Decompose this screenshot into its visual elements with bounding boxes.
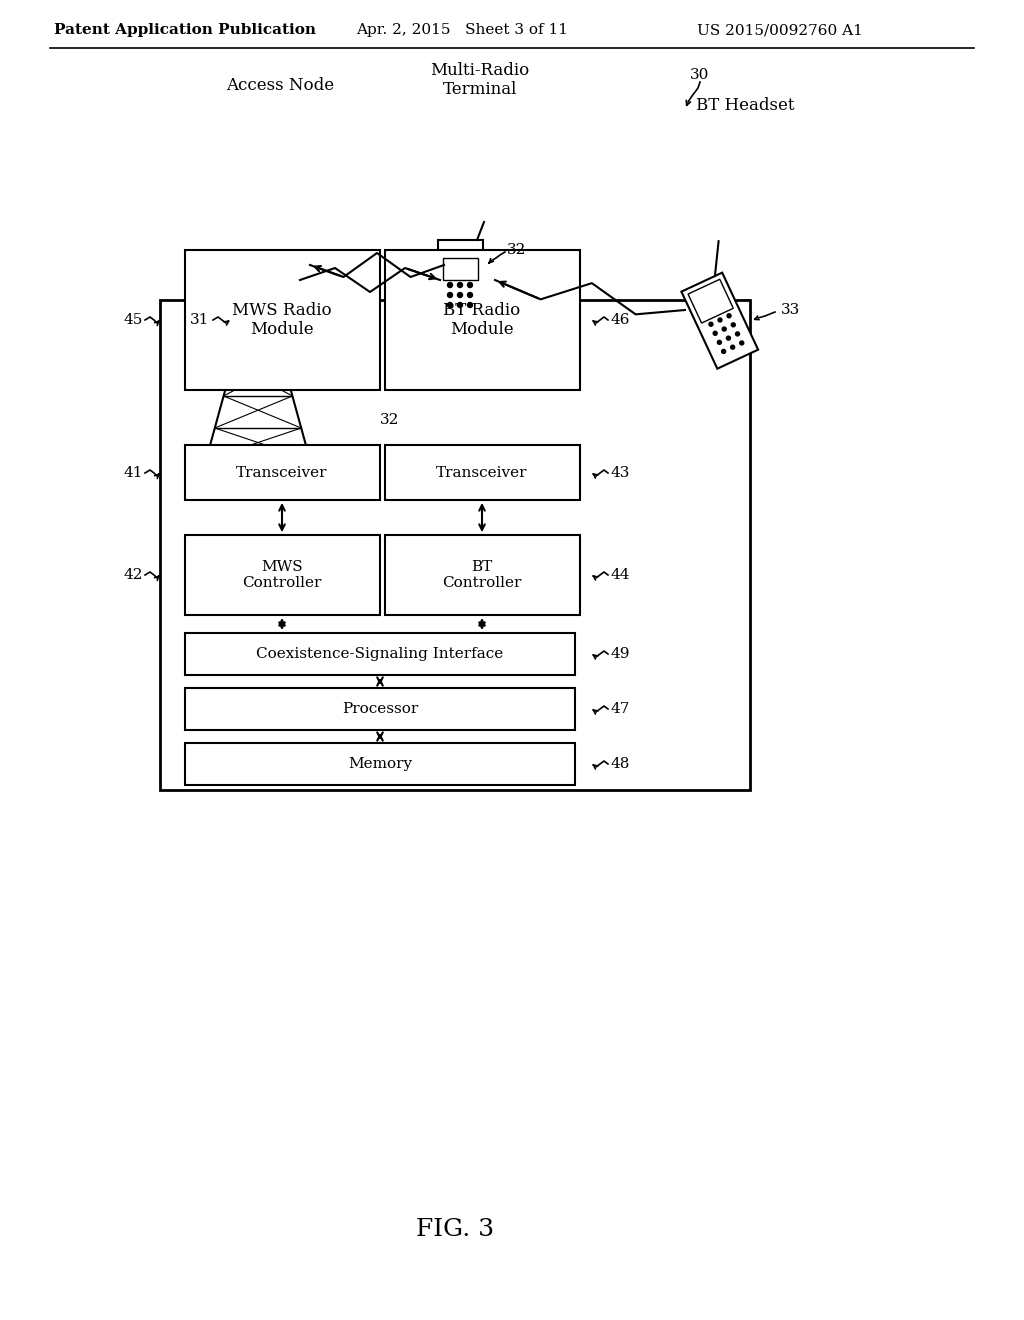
Bar	[185, 743, 575, 785]
Circle shape	[713, 331, 717, 335]
Circle shape	[718, 318, 722, 322]
Text: FIG. 3: FIG. 3	[416, 1218, 494, 1242]
Text: 41: 41	[123, 466, 142, 480]
Text: US 2015/0092760 A1: US 2015/0092760 A1	[697, 22, 863, 37]
Text: 31: 31	[190, 313, 210, 327]
Text: BT Radio
Module: BT Radio Module	[443, 302, 520, 338]
Text: MWS
Controller: MWS Controller	[243, 560, 322, 590]
Circle shape	[447, 302, 453, 308]
Circle shape	[722, 350, 726, 354]
Circle shape	[458, 302, 463, 308]
Polygon shape	[688, 280, 733, 323]
Text: 43: 43	[610, 466, 630, 480]
Text: 45: 45	[123, 313, 142, 327]
Circle shape	[447, 293, 453, 297]
Text: Multi-Radio
Terminal: Multi-Radio Terminal	[430, 62, 529, 98]
Text: Patent Application Publication: Patent Application Publication	[54, 22, 316, 37]
Text: Transceiver: Transceiver	[237, 466, 328, 480]
Text: 33: 33	[780, 304, 800, 317]
Circle shape	[468, 293, 472, 297]
Circle shape	[458, 282, 463, 288]
Text: 44: 44	[610, 568, 630, 582]
Text: 46: 46	[610, 313, 630, 327]
Circle shape	[722, 327, 726, 331]
Bar	[185, 688, 575, 730]
Text: BT
Controller: BT Controller	[442, 560, 521, 590]
Circle shape	[739, 341, 743, 345]
Circle shape	[709, 322, 713, 326]
Circle shape	[731, 346, 734, 350]
Bar	[185, 249, 380, 389]
Bar	[385, 445, 580, 500]
Text: 42: 42	[123, 568, 142, 582]
Text: BT Headset: BT Headset	[695, 96, 795, 114]
Bar	[185, 634, 575, 675]
Circle shape	[458, 293, 463, 297]
Bar	[160, 300, 750, 789]
Text: Memory: Memory	[348, 756, 412, 771]
Bar	[185, 445, 380, 500]
Text: 48: 48	[610, 756, 630, 771]
Text: Apr. 2, 2015   Sheet 3 of 11: Apr. 2, 2015 Sheet 3 of 11	[356, 22, 568, 37]
Text: 32: 32	[380, 413, 399, 426]
Text: MWS Radio
Module: MWS Radio Module	[232, 302, 332, 338]
Circle shape	[468, 282, 472, 288]
Circle shape	[447, 282, 453, 288]
Circle shape	[718, 341, 721, 345]
Polygon shape	[681, 273, 758, 368]
Text: Processor: Processor	[342, 702, 418, 715]
Text: Transceiver: Transceiver	[436, 466, 527, 480]
Bar	[438, 240, 483, 319]
Circle shape	[727, 314, 731, 318]
Circle shape	[731, 323, 735, 327]
Bar	[385, 535, 580, 615]
Circle shape	[735, 331, 739, 335]
Text: 49: 49	[610, 647, 630, 661]
Text: 30: 30	[690, 69, 710, 82]
Bar	[443, 257, 478, 280]
Circle shape	[468, 302, 472, 308]
Text: Access Node: Access Node	[226, 77, 334, 94]
Text: 32: 32	[507, 243, 526, 257]
Circle shape	[726, 337, 730, 341]
Bar	[385, 249, 580, 389]
Text: 47: 47	[610, 702, 630, 715]
Bar	[185, 535, 380, 615]
Text: Coexistence-Signaling Interface: Coexistence-Signaling Interface	[256, 647, 504, 661]
